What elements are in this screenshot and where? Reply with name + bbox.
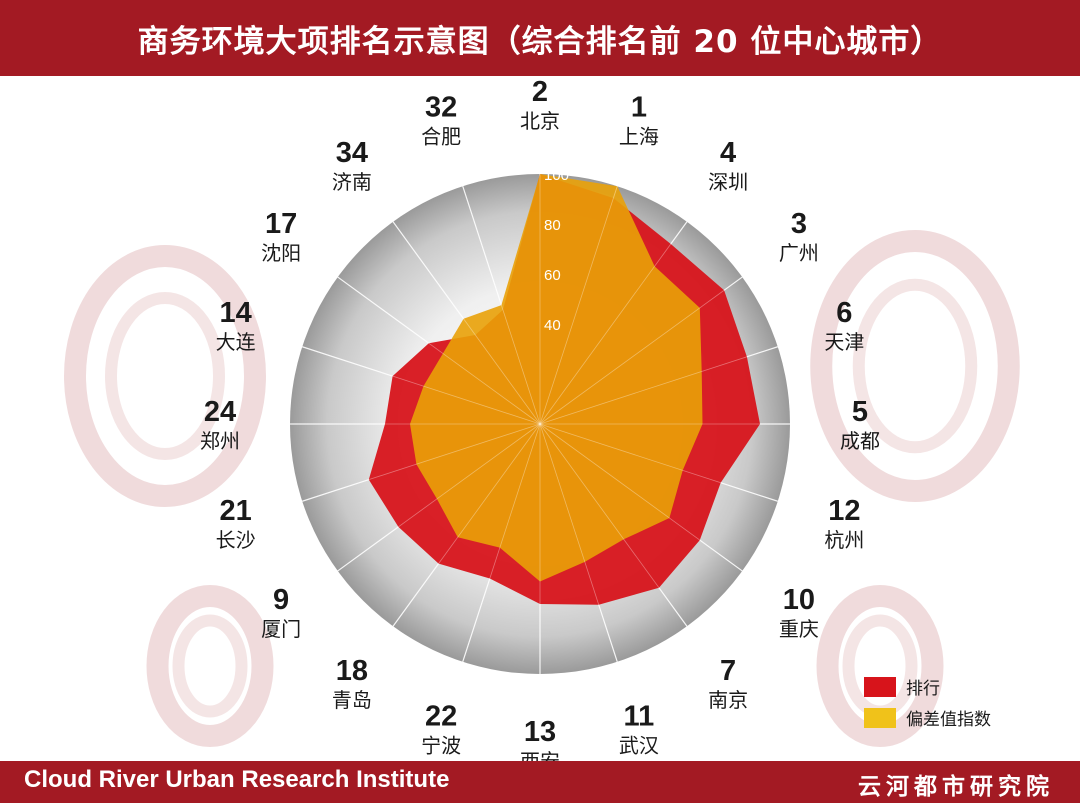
rank-label: 14	[220, 297, 252, 329]
axis-tick-label: 60	[544, 267, 561, 284]
title-bar: 商务环境大项排名示意图（综合排名前 20 位中心城市）	[0, 0, 1080, 76]
city-label: 成都	[840, 429, 880, 453]
axis-tick-label: 40	[544, 317, 561, 334]
institute-name-cn: 云河都市研究院	[858, 774, 1054, 800]
rank-label: 9	[273, 584, 289, 616]
rank-label: 22	[425, 700, 457, 732]
spoke-line	[302, 346, 541, 425]
spoke-line	[539, 423, 688, 627]
spoke-line	[539, 276, 743, 425]
rank-label: 4	[720, 137, 736, 169]
city-label: 大连	[216, 330, 256, 354]
legend-label-rank: 排行	[906, 679, 940, 699]
city-label: 济南	[332, 170, 372, 194]
city-label: 北京	[520, 109, 560, 133]
radial-axis-ticks: 40 60 80 100	[290, 167, 790, 674]
city-label: 南京	[708, 688, 748, 712]
spoke-line	[337, 423, 541, 572]
rank-label: 7	[720, 655, 736, 687]
axis-tick-label: 100	[544, 167, 569, 184]
city-label: 武汉	[619, 733, 659, 757]
city-label: 宁波	[421, 733, 461, 757]
rank-label: 1	[631, 92, 647, 124]
spoke-line	[462, 423, 541, 662]
city-label: 青岛	[332, 688, 372, 712]
rank-label: 34	[336, 137, 368, 169]
city-label: 郑州	[200, 429, 240, 453]
spoke-line	[539, 346, 778, 425]
rank-label: 17	[265, 208, 297, 240]
spoke-line	[392, 423, 541, 627]
rank-label: 6	[836, 297, 852, 329]
city-label: 广州	[779, 241, 819, 265]
city-label: 合肥	[421, 125, 461, 149]
spoke-line	[539, 186, 618, 425]
dragon-watermark	[64, 230, 1020, 747]
spoke-line	[539, 221, 688, 425]
index-series-area	[410, 174, 703, 582]
city-label: 西安	[520, 749, 560, 761]
city-label: 上海	[619, 125, 659, 149]
city-label: 沈阳	[261, 241, 301, 265]
rank-label: 21	[220, 495, 252, 527]
spoke-line	[462, 186, 541, 425]
rank-label: 11	[624, 700, 655, 732]
legend: 排行 偏差值指数	[864, 677, 991, 730]
rank-label: 18	[336, 655, 368, 687]
city-label: 天津	[824, 330, 864, 354]
city-label: 厦门	[261, 617, 301, 641]
rank-label: 3	[791, 208, 807, 240]
footer-bar: Cloud River Urban Research Institute 云河都…	[0, 761, 1080, 803]
rank-label: 10	[783, 584, 815, 616]
spoke-line	[392, 221, 541, 425]
page-title: 商务环境大项排名示意图（综合排名前 20 位中心城市）	[137, 23, 943, 60]
legend-swatch-index	[864, 708, 896, 728]
spoke-line	[302, 423, 541, 502]
institute-name-en: Cloud River Urban Research Institute	[24, 766, 450, 793]
city-label: 重庆	[779, 617, 819, 641]
legend-label-index: 偏差值指数	[906, 710, 991, 730]
axis-tick-label: 80	[544, 217, 561, 234]
rank-label: 32	[425, 92, 457, 124]
rank-label: 24	[204, 396, 236, 428]
rank-label: 2	[532, 76, 548, 108]
spoke-line	[539, 423, 778, 502]
city-label: 杭州	[824, 528, 864, 552]
legend-swatch-rank	[864, 677, 896, 697]
spoke-line	[539, 423, 743, 572]
city-label: 长沙	[216, 528, 256, 552]
rank-label: 12	[828, 495, 860, 527]
rank-label: 13	[524, 716, 556, 748]
spoke-line	[337, 276, 541, 425]
rank-label: 5	[852, 396, 868, 428]
spoke-line	[539, 423, 618, 662]
city-label: 深圳	[708, 170, 748, 194]
